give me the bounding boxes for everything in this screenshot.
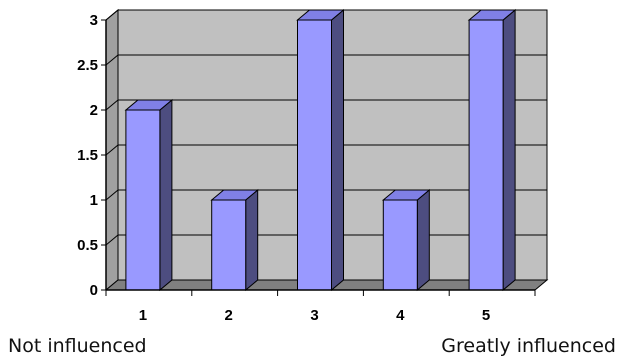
bar-chart-svg: 0 0.5 1 1.5 2 2.5 3 1 2 3 4 5: [77, 8, 549, 324]
bars: [124, 8, 517, 292]
bar-side: [416, 188, 430, 292]
gridline: [105, 9, 547, 21]
y-tick-label: 1: [90, 192, 98, 209]
y-tick-labels: 0 0.5 1 1.5 2 2.5 3: [77, 12, 98, 299]
bar-side: [245, 188, 259, 292]
x-tick-label: 2: [225, 307, 233, 324]
bar-front: [382, 199, 418, 291]
bar-side: [502, 8, 516, 292]
x-tick-labels: 1 2 3 4 5: [139, 307, 491, 324]
y-tick-label: 1.5: [77, 147, 98, 164]
x-tick-label: 1: [139, 307, 147, 324]
y-tick-label: 3: [90, 12, 98, 29]
y-tick-label: 0.5: [77, 237, 98, 254]
bar-front: [468, 19, 504, 291]
bar-side: [159, 98, 173, 292]
gridline: [105, 54, 547, 66]
y-tick-label: 2: [90, 102, 98, 119]
axes: [101, 19, 536, 296]
x-tick-label: 3: [310, 307, 318, 324]
y-tick-label: 2.5: [77, 57, 98, 74]
gridline: [105, 99, 547, 111]
gridline: [105, 144, 547, 156]
y-tick-label: 0: [90, 282, 98, 299]
bar: [210, 188, 260, 292]
scale-left-label: Not influenced: [8, 335, 147, 357]
bar-side: [331, 8, 344, 292]
scale-right-label: Greatly influenced: [441, 335, 616, 357]
bar-front: [211, 199, 247, 291]
x-tick-label: 4: [396, 307, 405, 324]
bar: [124, 98, 174, 292]
bar-front: [125, 109, 161, 291]
bar: [467, 8, 517, 292]
x-tick-label: 5: [482, 307, 490, 324]
bar-front: [297, 19, 332, 291]
bar: [296, 8, 345, 292]
bar: [381, 188, 431, 292]
